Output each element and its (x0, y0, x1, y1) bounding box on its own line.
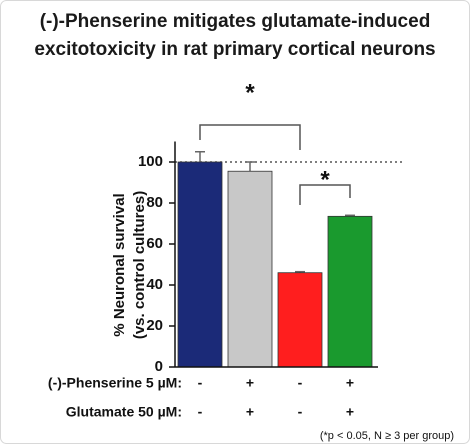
bar (177, 161, 223, 368)
row-value: - (198, 404, 203, 420)
y-tick-label: 0 (155, 358, 163, 375)
chart-title: excitotoxicity in rat primary cortical n… (34, 39, 435, 60)
significance-star: * (245, 79, 255, 106)
row-label: Glutamate 50 µM: (66, 404, 182, 420)
row-label: (-)-Phenserine 5 µM: (48, 375, 182, 391)
y-tick-label: 100 (138, 153, 163, 170)
y-tick-label: 20 (146, 317, 163, 334)
y-axis-label: % Neuronal survival (111, 193, 128, 336)
y-tick-label: 60 (146, 235, 163, 252)
y-axis-label: (vs. control cultures) (131, 191, 148, 339)
bar (327, 215, 373, 368)
row-value: - (298, 404, 303, 420)
footnote: (*p < 0.05, N ≥ 3 per group) (320, 430, 454, 442)
bar (277, 272, 323, 368)
row-value: + (346, 404, 354, 420)
row-value: + (246, 375, 254, 391)
bar (227, 170, 273, 368)
row-value: - (198, 375, 203, 391)
significance-bracket (299, 184, 351, 205)
significance-star: * (320, 166, 330, 193)
significance-bracket (199, 124, 301, 150)
chart-title: (-)-Phenserine mitigates glutamate-induc… (40, 11, 431, 32)
row-value: + (246, 404, 254, 420)
y-tick-label: 40 (146, 276, 163, 293)
row-value: - (298, 375, 303, 391)
y-tick-label: 80 (146, 194, 163, 211)
row-value: + (346, 375, 354, 391)
